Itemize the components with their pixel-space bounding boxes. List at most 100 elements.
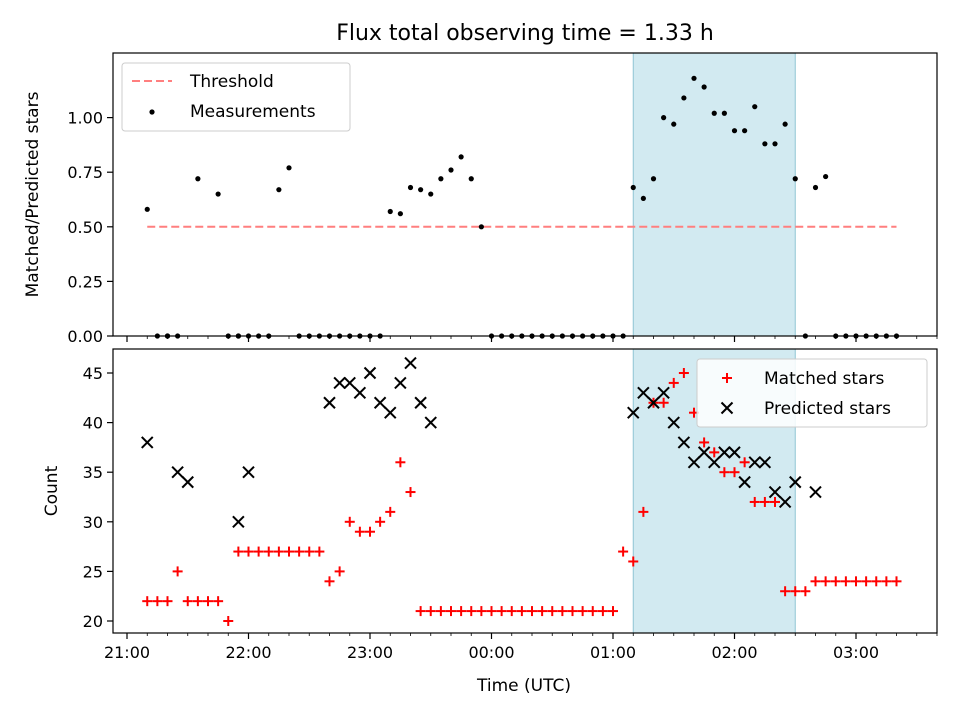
legend-label: Matched stars [764,369,884,389]
matched-star-point [851,576,861,587]
measurement-point [448,167,454,173]
predicted-star-point [384,406,397,419]
predicted-star-point [667,416,680,429]
count-marks [141,356,902,626]
matched-star-point [780,586,791,597]
matched-star-point [638,506,649,517]
predicted-star-point [627,406,640,419]
predicted-star-point [242,465,255,479]
predicted-star-point [404,356,417,370]
measurement-point [772,141,778,147]
predicted-star-point [141,436,154,449]
matched-star-point [375,516,386,527]
predicted-star-point [718,446,731,459]
count-y-tick-label: 30 [83,513,103,532]
matched-star-point [203,596,213,607]
predicted-star-point [363,366,377,380]
matched-star-point [709,447,720,458]
predicted-star-point [758,456,772,469]
count-x-ticks: 21:00 22:00 23:00 00:00 01:00 02:00 03:00 [104,633,938,662]
measurement-point [650,176,657,182]
measurement-point [782,121,788,127]
predicted-star-point [748,456,761,469]
matched-star-point [142,596,153,607]
matched-star-point [344,516,355,527]
matched-star-point [223,616,234,626]
matched-star-point [537,606,548,617]
matched-star-point [840,576,851,587]
predicted-star-point [637,386,650,400]
legend-matched-swatch [722,373,732,383]
predicted-star-point [677,436,691,449]
matched-star-point [628,556,639,567]
measurement-point [640,195,646,202]
measurement-point [671,121,677,127]
ratio-y-tick-label: 0.00 [67,327,103,346]
matched-star-point [314,546,325,557]
predicted-star-point [738,475,751,489]
matched-star-point [881,576,892,587]
matched-star-point [425,606,436,617]
predicted-star-point [343,376,356,390]
matched-star-point [476,606,487,617]
matched-star-point [658,397,669,408]
matched-star-point [263,546,274,557]
matched-star-point [365,526,375,537]
matched-star-point [152,596,163,607]
matched-star-point [749,496,760,507]
matched-star-point [547,606,558,617]
count-x-tick-label: 22:00 [225,643,271,662]
count-y-tick-label: 25 [83,562,103,581]
matched-star-point [830,576,841,587]
matched-star-point [871,576,882,587]
matched-star-point [243,546,254,557]
matched-star-point [699,437,710,448]
matched-star-point [516,606,527,617]
matched-star-point [213,596,224,607]
matched-star-point [810,576,821,587]
predicted-star-point [394,376,407,390]
matched-star-point [729,467,740,478]
measurement-point [812,184,819,191]
matched-star-point [273,546,284,557]
x-axis-label: Time (UTC) [476,676,571,696]
matched-star-point [597,606,608,617]
count-x-tick-label: 01:00 [590,643,636,662]
ratio-panel: 0.00 0.25 0.50 0.75 1.00 Matched/Predicted s… [23,52,938,346]
matched-star-point [294,546,305,557]
predicted-star-point [353,386,367,400]
ratio-y-tick-label: 1.00 [67,109,103,128]
matched-star-point [435,606,446,617]
ratio-y-ticks: 0.00 0.25 0.50 0.75 1.00 [67,109,113,346]
predicted-star-point [232,515,245,529]
measurement-point [418,187,424,193]
matched-star-point [800,586,811,597]
predicted-star-point [708,456,721,469]
legend-label: Predicted stars [764,399,891,419]
count-y-axis-label: Count [42,465,62,516]
matched-star-point [304,546,315,557]
measurement-point [397,211,403,217]
predicted-star-point [778,495,792,509]
matched-star-point [456,606,467,617]
count-y-tick-label: 45 [83,364,103,383]
predicted-star-point [181,475,194,489]
measurement-point [762,141,768,147]
ratio-axes-frame [112,52,938,337]
predicted-star-point [789,475,802,489]
predicted-star-point [414,396,427,409]
ratio-y-tick-label: 0.75 [67,163,103,182]
measurement-point [630,184,636,191]
predicted-star-point [373,396,387,409]
matched-star-point [668,377,679,388]
measurement-point [407,184,414,191]
measurement-point [458,154,464,160]
matched-star-point [759,496,770,507]
count-axes-frame [112,348,938,634]
matched-star-point [324,576,335,587]
matched-star-point [587,606,598,617]
ratio-y-tick-label: 0.25 [67,272,103,291]
predicted-star-point [728,446,741,459]
matched-star-point [577,606,588,617]
measurement-point [144,206,150,212]
